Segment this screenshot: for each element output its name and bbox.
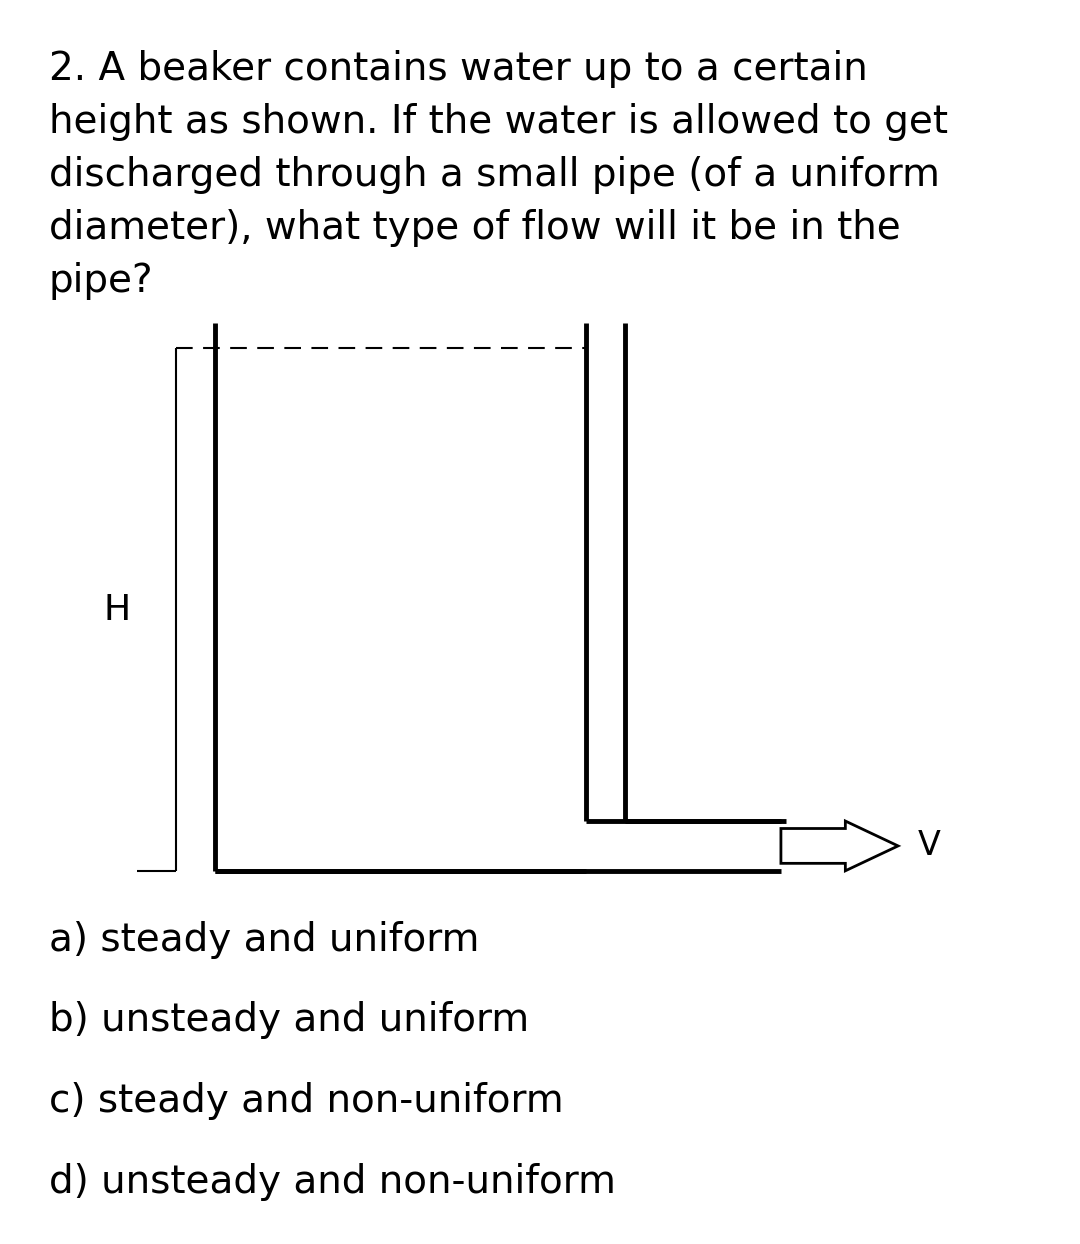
Text: c) steady and non-uniform: c) steady and non-uniform [49, 1082, 564, 1121]
Text: 2. A beaker contains water up to a certain
height as shown. If the water is allo: 2. A beaker contains water up to a certa… [49, 50, 948, 300]
Text: V: V [918, 830, 941, 862]
Text: H: H [104, 592, 131, 627]
Text: b) unsteady and uniform: b) unsteady and uniform [49, 1001, 529, 1040]
Polygon shape [781, 821, 899, 871]
Text: d) unsteady and non-uniform: d) unsteady and non-uniform [49, 1163, 616, 1202]
Text: a) steady and uniform: a) steady and uniform [49, 921, 480, 959]
